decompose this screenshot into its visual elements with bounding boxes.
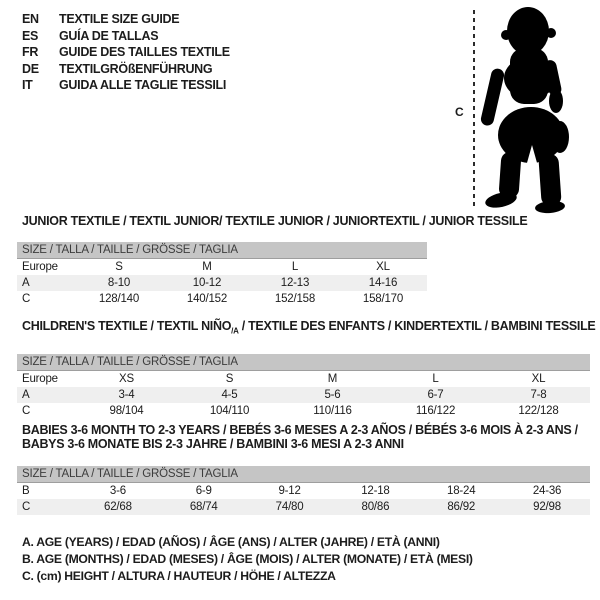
- language-label: GUIDA ALLE TAGLIE TESSILI: [59, 78, 227, 92]
- size-cell: 140/152: [186, 293, 228, 305]
- table-row-age: A 3-4 4-5 5-6 6-7 7-8: [17, 386, 590, 403]
- size-cell: 80/86: [361, 501, 390, 513]
- row-label: Europe: [22, 372, 58, 385]
- language-label: GUÍA DE TALLAS: [59, 28, 159, 43]
- size-cell: XS: [119, 372, 134, 385]
- language-code: DE: [22, 61, 39, 76]
- table-title: JUNIOR TEXTILE / TEXTIL JUNIOR/ TEXTILE …: [22, 214, 528, 228]
- table-row-height: C 62/68 68/74 74/80 80/86 86/92 92/98: [17, 499, 590, 515]
- table-title-line2: BABYS 3-6 MONATE BIS 2-3 JAHRE / BAMBINI…: [22, 437, 404, 451]
- row-label: B: [22, 485, 30, 497]
- height-measure-label: C: [455, 105, 464, 119]
- size-cell: 12-18: [361, 485, 390, 497]
- size-cell: 4-5: [221, 388, 238, 401]
- language-code: ES: [22, 28, 39, 43]
- table-row-height: C 98/104 104/110 110/116 116/122 122/128: [17, 403, 590, 419]
- language-header: EN TEXTILE SIZE GUIDE ES GUÍA DE TALLAS …: [22, 11, 230, 94]
- language-code: IT: [22, 78, 33, 92]
- size-cell: 6-7: [427, 388, 444, 401]
- size-table-junior: JUNIOR TEXTILE / TEXTIL JUNIOR/ TEXTILE …: [17, 214, 528, 307]
- size-table-children: CHILDREN'S TEXTILE / TEXTIL NIÑO/A / TEX…: [17, 319, 596, 419]
- size-cell: 152/158: [274, 293, 316, 305]
- size-cell: 18-24: [447, 485, 476, 497]
- toddler-silhouette-icon: [480, 7, 569, 214]
- table-title-text: / TEXTILE DES ENFANTS / KINDERTEXTIL / B…: [238, 319, 596, 333]
- row-label: C: [22, 404, 31, 417]
- table-title-subscript: /A: [231, 326, 239, 336]
- size-cell: 3-4: [118, 388, 135, 401]
- size-cell: XL: [376, 261, 390, 273]
- language-label: TEXTILGRÖßENFÜHRUNG: [59, 61, 213, 76]
- size-table-babies: BABIES 3-6 MONTH TO 2-3 YEARS / BEBÉS 3-…: [17, 423, 590, 515]
- row-label: C: [22, 293, 31, 305]
- size-cell: 158/170: [362, 293, 404, 305]
- size-cell: 5-6: [324, 388, 341, 401]
- size-cell: 74/80: [275, 501, 304, 513]
- size-cell: M: [202, 261, 212, 273]
- size-cell: 7-8: [530, 388, 547, 401]
- size-cell: 110/116: [313, 404, 352, 417]
- row-label: C: [22, 501, 31, 513]
- row-label: Europe: [22, 261, 58, 273]
- size-cell: 122/128: [518, 404, 559, 417]
- table-title-text: CHILDREN'S TEXTILE / TEXTIL NIÑO: [22, 319, 232, 333]
- size-header-band: SIZE / TALLA / TAILLE / GRÖSSE / TAGLIA: [17, 466, 590, 483]
- language-row-de: DE TEXTILGRÖßENFÜHRUNG: [22, 61, 230, 78]
- table-title: CHILDREN'S TEXTILE / TEXTIL NIÑO/A / TEX…: [17, 319, 596, 339]
- language-label: TEXTILE SIZE GUIDE: [59, 12, 180, 26]
- row-label: A: [22, 277, 30, 289]
- size-cell: 104/110: [209, 404, 250, 417]
- size-cell: 92/98: [533, 501, 561, 513]
- size-cell: 3-6: [109, 485, 126, 497]
- size-header-band: SIZE / TALLA / TAILLE / GRÖSSE / TAGLIA: [17, 353, 590, 371]
- size-cell: 6-9: [195, 485, 212, 497]
- size-cell: 12-13: [280, 277, 310, 289]
- size-cell: S: [225, 372, 234, 385]
- row-label: A: [22, 388, 30, 401]
- size-cell: 10-12: [192, 277, 222, 289]
- language-row-fr: FR GUIDE DES TAILLES TEXTILE: [22, 44, 230, 61]
- language-row-it: IT GUIDA ALLE TAGLIE TESSILI: [22, 77, 230, 94]
- table-row-age: A 8-10 10-12 12-13 14-16: [17, 275, 427, 291]
- legend-notes: A. AGE (YEARS) / EDAD (AÑOS) / ÂGE (ANS)…: [22, 534, 473, 585]
- size-header-band: SIZE / TALLA / TAILLE / GRÖSSE / TAGLIA: [17, 242, 427, 259]
- size-cell: S: [115, 261, 123, 273]
- size-cell: 24-36: [532, 485, 562, 497]
- language-label: GUIDE DES TAILLES TEXTILE: [59, 45, 230, 59]
- size-cell: XL: [531, 372, 546, 385]
- height-measure-dashed-line: [473, 10, 475, 207]
- table-row-europe: Europe XS S M L XL: [17, 371, 590, 387]
- note-age-months: B. AGE (MONTHS) / EDAD (MESES) / ÂGE (MO…: [22, 552, 473, 566]
- size-cell: 62/68: [104, 501, 132, 513]
- size-cell: 128/140: [98, 293, 140, 305]
- size-cell: 9-12: [278, 485, 301, 497]
- language-code: EN: [22, 12, 39, 26]
- size-cell: L: [291, 261, 299, 273]
- size-cell: 98/104: [109, 404, 144, 417]
- table-row-europe: Europe S M L XL: [17, 259, 427, 275]
- note-age-years: A. AGE (YEARS) / EDAD (AÑOS) / ÂGE (ANS)…: [22, 535, 440, 549]
- size-cell: 116/122: [415, 404, 456, 417]
- language-row-en: EN TEXTILE SIZE GUIDE: [22, 11, 230, 28]
- language-code: FR: [22, 45, 39, 59]
- size-cell: 68/74: [189, 501, 218, 513]
- size-cell: 86/92: [447, 501, 476, 513]
- table-title: BABIES 3-6 MONTH TO 2-3 YEARS / BEBÉS 3-…: [22, 423, 578, 437]
- size-cell: 14-16: [368, 277, 398, 289]
- size-cell: M: [327, 372, 338, 385]
- table-row-age-months: B 3-6 6-9 9-12 12-18 18-24 24-36: [17, 483, 590, 499]
- size-cell: L: [432, 372, 439, 385]
- note-height-cm: C. (cm) HEIGHT / ALTURA / HAUTEUR / HÖHE…: [22, 569, 336, 583]
- table-row-height: C 128/140 140/152 152/158 158/170: [17, 291, 427, 307]
- size-cell: 8-10: [107, 277, 131, 289]
- language-row-es: ES GUÍA DE TALLAS: [22, 28, 230, 45]
